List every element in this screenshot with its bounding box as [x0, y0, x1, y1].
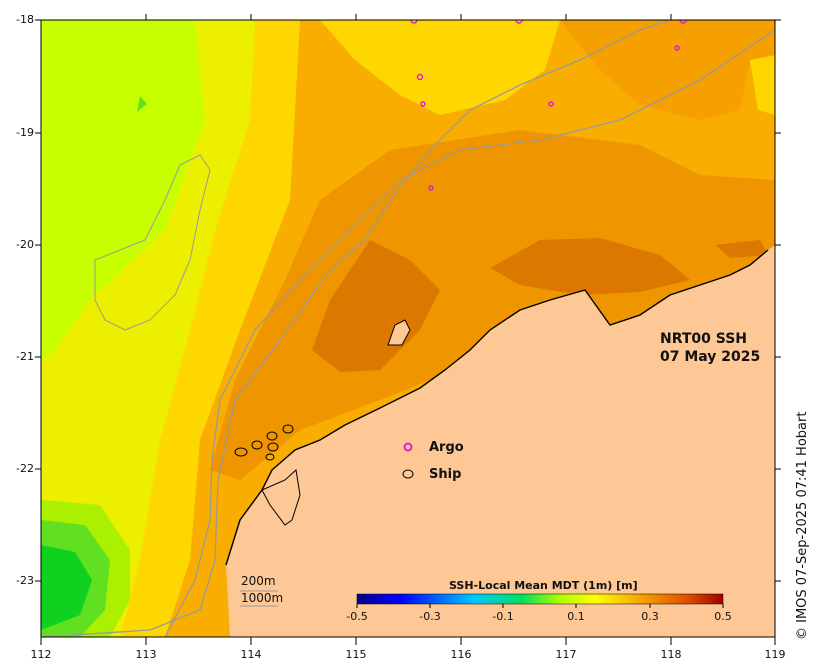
ship-legend-label: Ship: [429, 467, 462, 482]
ship-legend-icon: [402, 469, 414, 479]
imos-credit: © IMOS 07-Sep-2025 07:41 Hobart: [795, 411, 810, 640]
ssh-field: [41, 20, 775, 637]
lon-label: 115: [345, 648, 367, 661]
colorbar-tick: 0.3: [641, 610, 659, 623]
colorbar-tick: -0.5: [346, 610, 368, 623]
lat-label: -20: [16, 238, 34, 251]
product-title: NRT00 SSH: [660, 331, 748, 347]
axis-ticks: [35, 14, 781, 645]
lon-label: 118: [660, 648, 682, 661]
isobath-200-label: 200m: [241, 574, 276, 588]
argo-legend-icon: [403, 442, 413, 452]
colorbar: [356, 593, 724, 605]
lat-label: -21: [16, 350, 34, 363]
colorbar-tick: 0.5: [714, 610, 732, 623]
lat-label: -19: [16, 126, 34, 139]
argo-floats: [410, 20, 687, 191]
lat-label: -18: [16, 13, 34, 26]
ship-tracks: [234, 424, 294, 461]
argo-legend-label: Argo: [429, 440, 464, 455]
lat-label: -23: [16, 574, 34, 587]
lat-label: -22: [16, 462, 34, 475]
colorbar-tick: -0.1: [492, 610, 514, 623]
lon-label: 114: [240, 648, 262, 661]
map-date: 07 May 2025: [660, 349, 761, 365]
isobath-1000-label: 1000m: [241, 591, 284, 605]
lon-label: 113: [135, 648, 157, 661]
lon-label: 116: [450, 648, 472, 661]
lon-label: 117: [555, 648, 577, 661]
colorbar-ticks: [356, 604, 724, 608]
lon-label: 119: [764, 648, 786, 661]
colorbar-tick: -0.3: [419, 610, 441, 623]
colorbar-title: SSH-Local Mean MDT (1m) [m]: [449, 579, 638, 592]
lon-label: 112: [30, 648, 52, 661]
colorbar-tick: 0.1: [567, 610, 585, 623]
